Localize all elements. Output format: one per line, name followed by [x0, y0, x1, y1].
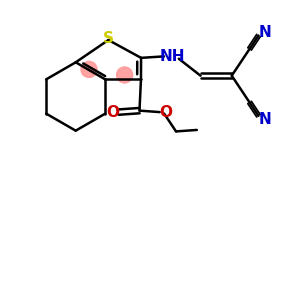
Text: O: O	[106, 105, 119, 120]
Text: O: O	[159, 105, 172, 120]
Text: NH: NH	[160, 49, 185, 64]
Circle shape	[81, 61, 97, 77]
Text: N: N	[259, 112, 272, 127]
Text: N: N	[259, 25, 272, 40]
Text: S: S	[103, 31, 114, 46]
Circle shape	[117, 67, 133, 83]
